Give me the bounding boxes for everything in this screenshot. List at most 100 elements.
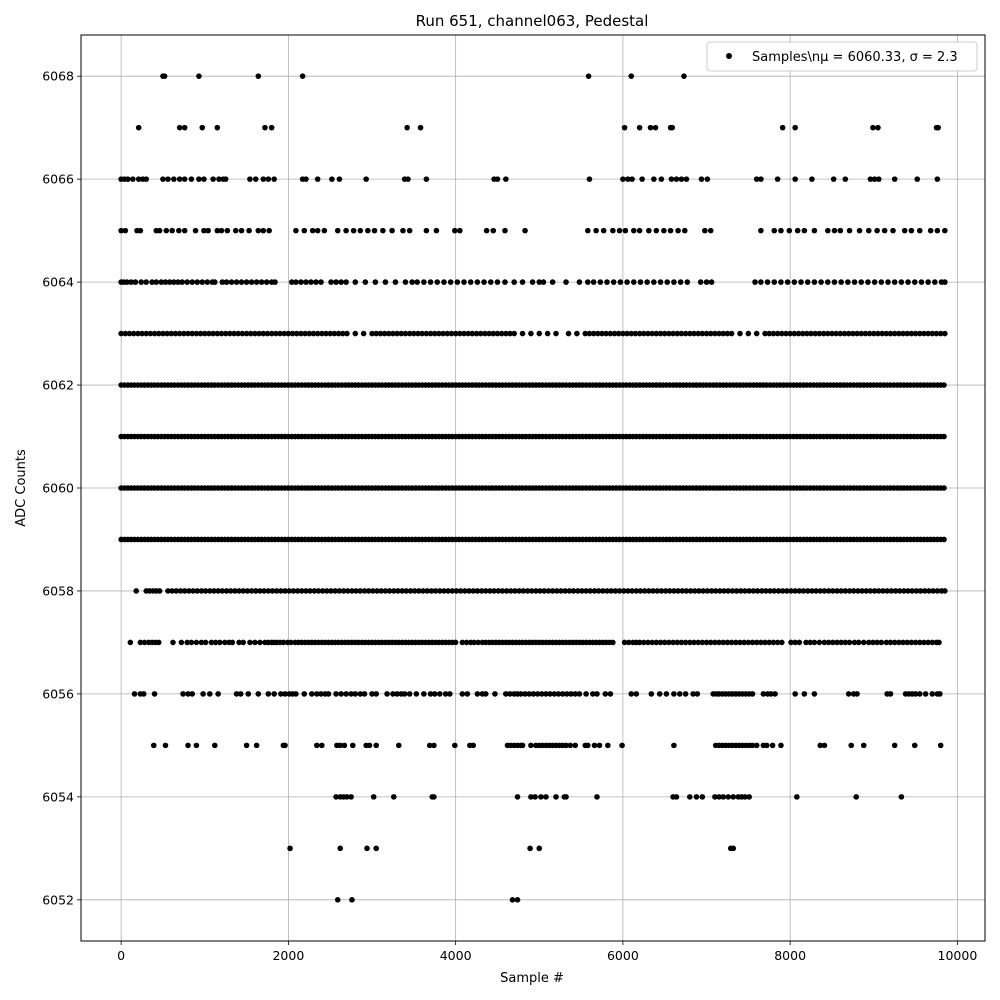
data-point bbox=[913, 588, 920, 594]
y-tick-label: 6058 bbox=[42, 583, 74, 598]
data-point bbox=[679, 588, 686, 594]
data-point bbox=[921, 639, 927, 646]
data-point bbox=[214, 124, 221, 131]
data-point bbox=[235, 330, 242, 337]
data-point bbox=[431, 794, 437, 800]
data-point bbox=[639, 176, 645, 182]
data-point bbox=[180, 691, 186, 697]
data-point bbox=[590, 330, 597, 337]
data-point bbox=[491, 588, 497, 594]
data-point bbox=[834, 588, 840, 594]
data-point bbox=[830, 588, 836, 594]
data-point bbox=[677, 279, 684, 285]
data-point bbox=[932, 279, 938, 285]
data-point bbox=[201, 330, 208, 337]
data-point bbox=[373, 845, 380, 852]
data-point bbox=[487, 279, 494, 285]
data-point bbox=[586, 330, 593, 337]
data-point bbox=[682, 639, 689, 646]
data-point bbox=[768, 691, 774, 697]
data-point bbox=[620, 176, 626, 182]
data-point bbox=[319, 330, 325, 337]
data-point bbox=[452, 227, 458, 234]
data-point bbox=[173, 588, 180, 594]
data-point bbox=[538, 691, 545, 697]
data-point bbox=[372, 279, 379, 285]
data-point bbox=[240, 639, 247, 646]
data-point bbox=[792, 639, 798, 646]
data-point bbox=[942, 227, 948, 234]
data-point bbox=[222, 330, 229, 337]
legend-marker-dot bbox=[726, 53, 732, 59]
data-point bbox=[694, 691, 701, 697]
data-point bbox=[337, 742, 344, 749]
data-point bbox=[514, 897, 521, 903]
data-point bbox=[770, 639, 777, 646]
data-point bbox=[845, 330, 852, 337]
data-point bbox=[202, 639, 209, 646]
data-point bbox=[553, 330, 559, 337]
data-point bbox=[807, 639, 814, 646]
data-point bbox=[215, 691, 221, 697]
data-point bbox=[874, 227, 880, 234]
data-point bbox=[564, 691, 570, 697]
data-point bbox=[520, 588, 527, 594]
data-point bbox=[838, 639, 844, 646]
x-tick-label: 8000 bbox=[774, 948, 806, 963]
data-point bbox=[545, 588, 552, 594]
data-point bbox=[885, 279, 891, 285]
data-point bbox=[440, 330, 446, 337]
data-point bbox=[651, 176, 657, 182]
data-point bbox=[628, 691, 635, 697]
data-point bbox=[282, 588, 288, 594]
data-point bbox=[875, 330, 881, 337]
data-point bbox=[749, 691, 756, 697]
data-point bbox=[232, 588, 238, 594]
data-point bbox=[344, 588, 351, 594]
data-point bbox=[361, 588, 368, 594]
data-point bbox=[328, 279, 334, 285]
data-point bbox=[745, 639, 752, 646]
data-point bbox=[543, 691, 549, 697]
data-point bbox=[916, 691, 923, 697]
data-point bbox=[532, 794, 538, 800]
data-point bbox=[674, 639, 681, 646]
data-point bbox=[179, 279, 185, 285]
data-point bbox=[687, 588, 694, 594]
data-point bbox=[233, 279, 240, 285]
data-point bbox=[321, 227, 328, 234]
data-point bbox=[916, 639, 923, 646]
data-point bbox=[423, 330, 430, 337]
data-point bbox=[766, 639, 773, 646]
data-point bbox=[633, 588, 640, 594]
data-point bbox=[299, 73, 306, 79]
data-point bbox=[671, 279, 677, 285]
data-point bbox=[758, 176, 764, 182]
data-point bbox=[883, 330, 890, 337]
data-point bbox=[474, 691, 481, 697]
data-point bbox=[162, 742, 169, 749]
data-point bbox=[214, 330, 221, 337]
data-point bbox=[524, 588, 531, 594]
data-point bbox=[211, 588, 217, 594]
data-point bbox=[900, 330, 906, 337]
data-point bbox=[459, 691, 466, 697]
data-point bbox=[661, 639, 668, 646]
data-point bbox=[865, 639, 872, 646]
data-point bbox=[394, 691, 400, 697]
data-point bbox=[490, 330, 497, 337]
data-point bbox=[792, 588, 798, 594]
data-point bbox=[364, 845, 370, 852]
data-point bbox=[218, 330, 225, 337]
data-point bbox=[228, 279, 235, 285]
data-point bbox=[664, 279, 671, 285]
data-point bbox=[848, 742, 854, 749]
data-point bbox=[942, 588, 948, 594]
data-point bbox=[624, 279, 630, 285]
data-point bbox=[464, 691, 471, 697]
data-point bbox=[874, 639, 880, 646]
data-point bbox=[937, 742, 944, 749]
y-tick-label: 6064 bbox=[42, 275, 74, 290]
data-point bbox=[184, 639, 191, 646]
data-point bbox=[661, 227, 667, 234]
